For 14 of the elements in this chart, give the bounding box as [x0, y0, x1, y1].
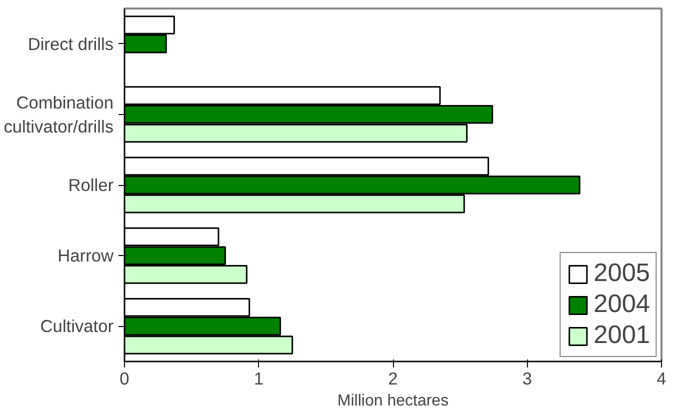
y-tick-label: Combination cultivator/drills — [4, 92, 114, 136]
y-tick-label: Roller — [68, 175, 114, 195]
y-tick-label: Cultivator — [40, 316, 114, 336]
x-tick-label: 1 — [254, 368, 264, 388]
legend-label: 2001 — [594, 321, 650, 350]
x-tick-label: 4 — [656, 368, 667, 388]
x-tick-label: 3 — [522, 368, 532, 388]
legend-label: 2004 — [594, 290, 650, 319]
x-axis-title: Million hectares — [337, 392, 449, 410]
y-tick-label: Harrow — [58, 246, 114, 266]
x-tick-label: 0 — [120, 368, 130, 388]
y-tick-label: Direct drills — [28, 34, 114, 54]
legend-label: 2005 — [594, 259, 650, 288]
x-tick-label: 2 — [388, 368, 398, 388]
